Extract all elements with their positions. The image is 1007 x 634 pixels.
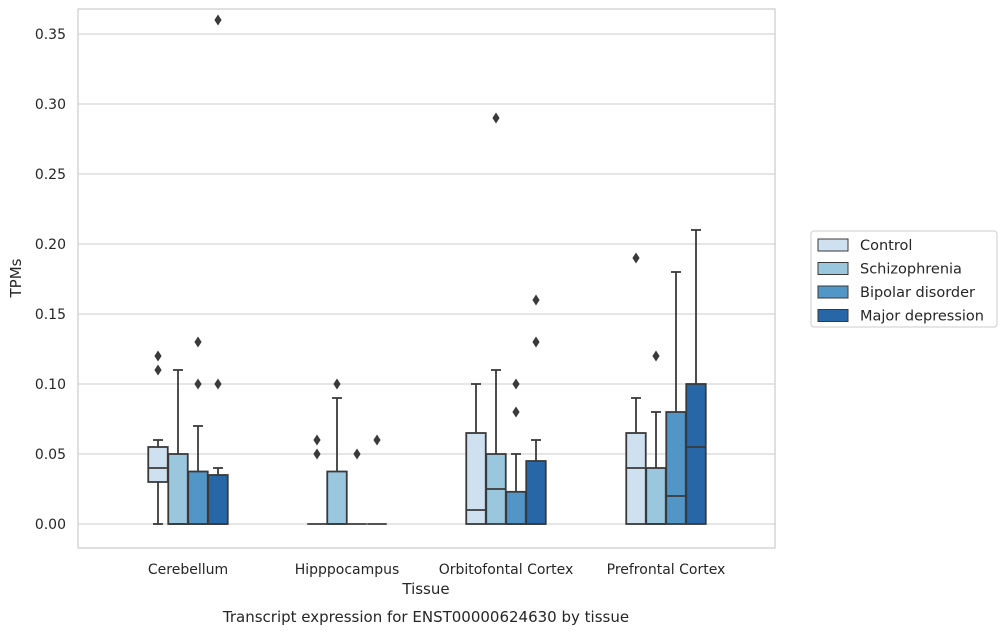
box-schizophrenia	[645, 350, 667, 525]
outlier-point	[333, 378, 341, 390]
outlier-point	[532, 336, 540, 348]
box-body	[645, 467, 667, 525]
legend-swatch	[817, 238, 849, 252]
box-bipolar-disorder	[505, 378, 527, 525]
figure-caption: Transcript expression for ENST0000062463…	[222, 608, 629, 626]
y-tick-label: 0.35	[35, 27, 66, 43]
outlier-point	[194, 378, 202, 390]
plot-frame	[77, 8, 776, 549]
outlier-point	[532, 294, 540, 306]
legend-label: Control	[860, 238, 912, 254]
legend-label: Bipolar disorder	[860, 285, 975, 301]
box-control	[465, 383, 487, 525]
box-major-depression	[207, 14, 229, 525]
x-tick-label: Orbitofontal Cortex	[439, 562, 574, 578]
y-tick-labels: 0.00 0.05 0.10 0.15 0.20 0.25 0.30 0.35	[35, 27, 66, 533]
gridlines	[78, 33, 775, 525]
outlier-point	[194, 336, 202, 348]
legend-swatch	[817, 309, 849, 322]
y-tick-label: 0.05	[35, 447, 66, 463]
outlier-point	[214, 378, 222, 390]
outlier-point	[313, 448, 321, 460]
outlier-point	[373, 434, 381, 446]
box-body	[187, 470, 209, 525]
legend-frame	[810, 230, 998, 328]
box-bipolar-disorder	[187, 336, 209, 525]
box-bipolar-disorder	[347, 448, 367, 525]
box-control	[625, 252, 647, 525]
y-tick-label: 0.10	[35, 377, 66, 393]
y-axis-label: TPMs	[7, 258, 25, 298]
outlier-point	[652, 350, 660, 362]
box-bipolar-disorder	[665, 271, 687, 525]
box-major-depression	[525, 294, 547, 525]
legend: Control Schizophrenia Bipolar disorder Majo…	[810, 230, 998, 328]
box-schizophrenia	[485, 112, 507, 525]
legend-swatch	[817, 285, 849, 299]
x-tick-label: Cerebellum	[148, 562, 228, 578]
legend-swatch	[817, 262, 849, 275]
box-body	[147, 446, 169, 483]
outlier-point	[492, 112, 500, 124]
box-schizophrenia	[167, 369, 189, 525]
x-axis-label: Tissue	[401, 580, 449, 598]
boxes	[147, 14, 707, 525]
x-tick-label: Prefrontal Cortex	[607, 562, 726, 578]
box-body	[625, 432, 647, 525]
box-body	[685, 383, 707, 525]
box-body	[167, 453, 189, 525]
outlier-point	[512, 378, 520, 390]
x-tick-label: Hipppocampus	[295, 562, 400, 578]
box-body	[525, 460, 547, 525]
outlier-point	[313, 434, 321, 446]
y-tick-label: 0.00	[35, 517, 66, 533]
box-schizophrenia	[326, 378, 348, 525]
outlier-point	[154, 350, 162, 362]
outlier-point	[154, 364, 162, 376]
outlier-point	[353, 448, 361, 460]
x-tick-labels: Cerebellum Hipppocampus Orbitofontal Corte…	[148, 562, 725, 578]
box-major-depression	[367, 434, 387, 525]
box-control	[147, 350, 169, 525]
y-tick-label: 0.30	[35, 97, 66, 113]
legend-label: Schizophrenia	[860, 262, 962, 278]
box-major-depression	[685, 229, 707, 525]
outlier-point	[512, 406, 520, 418]
legend-label: Major depression	[860, 309, 984, 325]
y-tick-label: 0.15	[35, 307, 66, 323]
box-control	[307, 434, 327, 525]
outlier-point	[632, 252, 640, 264]
box-body	[326, 470, 348, 525]
y-tick-label: 0.20	[35, 237, 66, 253]
outlier-point	[214, 14, 222, 26]
box-body	[665, 411, 687, 525]
box-body	[505, 490, 527, 525]
y-tick-label: 0.25	[35, 167, 66, 183]
box-body	[207, 474, 229, 525]
